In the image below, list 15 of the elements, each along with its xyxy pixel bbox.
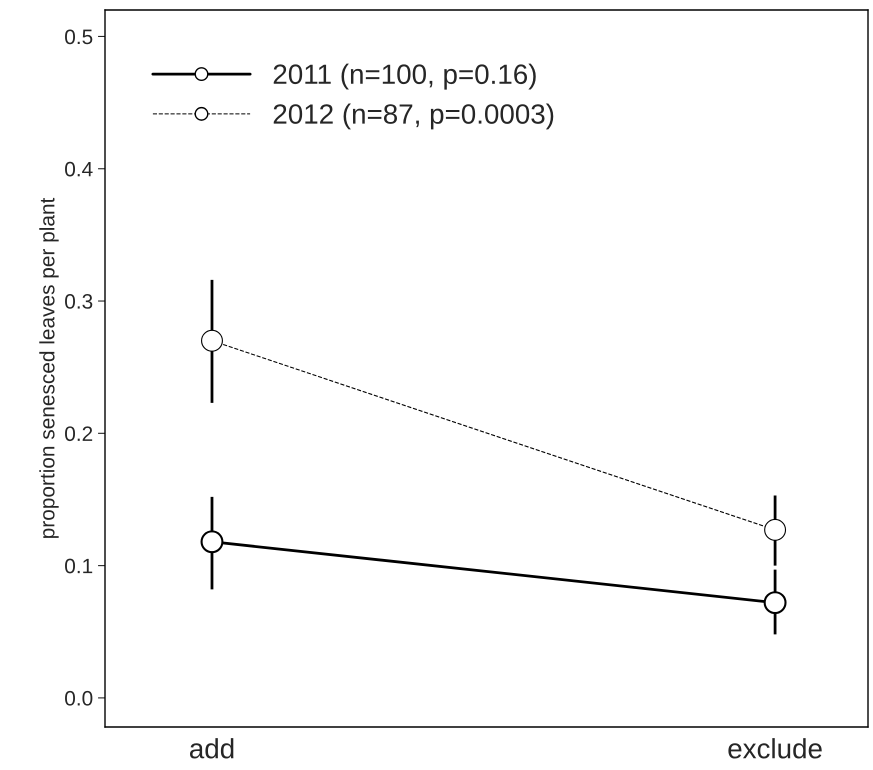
legend-label: 2011 (n=100, p=0.16) [274, 64, 536, 90]
x-tick-label: add [190, 738, 234, 759]
point [200, 530, 224, 554]
point [764, 591, 787, 614]
point [201, 330, 223, 352]
y-axis-title: proportion senesced leaves per plant [39, 198, 59, 538]
point [764, 518, 786, 541]
y-tick-label: 0.2 [65, 426, 92, 442]
x-tick-label: exclude [728, 738, 822, 759]
y-tick-label: 0.4 [65, 162, 93, 176]
y-tick-label: 0.5 [65, 29, 92, 44]
y-tick-label: 0.1 [65, 558, 92, 574]
legend-label: 2012 (n=87, p=0.0003) [274, 103, 554, 130]
y-tick-label: 0.0 [65, 690, 92, 706]
y-tick-label: 0.3 [65, 294, 92, 309]
